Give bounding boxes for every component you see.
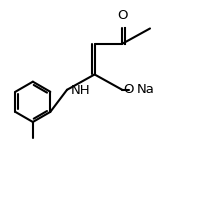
Text: Na: Na [137,83,155,96]
Text: O: O [117,9,127,22]
Text: NH: NH [70,84,90,97]
Text: O: O [123,83,133,96]
